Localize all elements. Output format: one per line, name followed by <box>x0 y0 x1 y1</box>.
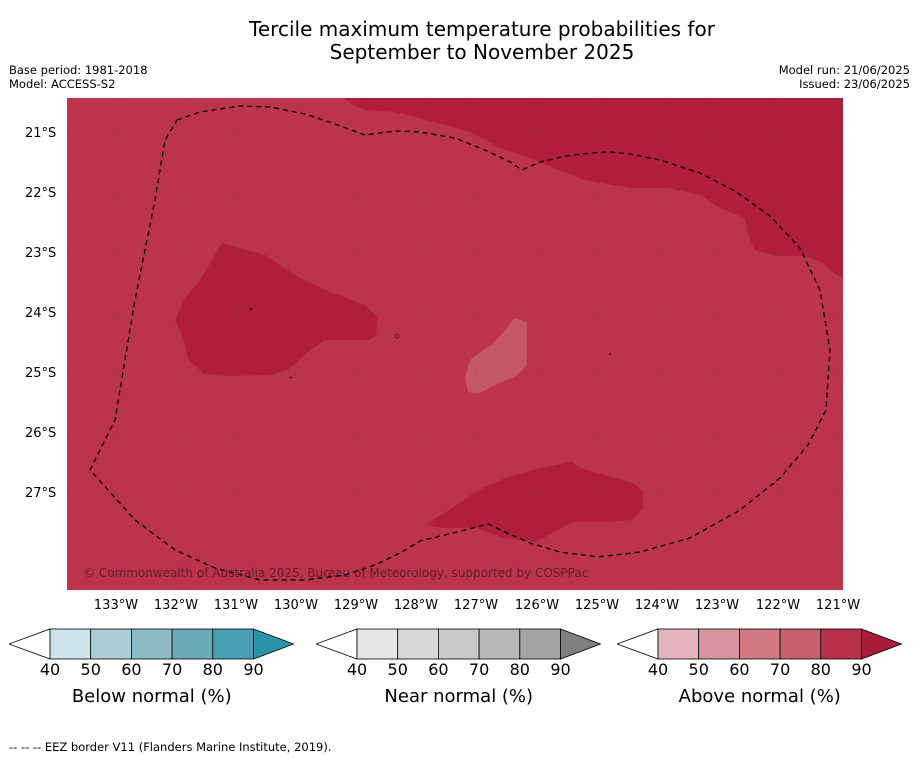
title-line-1: Tercile maximum temperature probabilitie… <box>249 17 715 41</box>
colorbar-tick-label: 90 <box>851 660 872 679</box>
longitude-label: 121°W <box>815 598 861 613</box>
colorbar-segment <box>739 628 781 660</box>
lower-probability-region <box>465 318 527 394</box>
colorbar-tick-label: 40 <box>39 660 61 679</box>
colorbar-segment <box>49 628 92 660</box>
colorbar-tick-label: 60 <box>729 660 750 679</box>
colorbar-tick-label: 40 <box>647 660 669 679</box>
colorbar-segment <box>131 628 173 660</box>
colorbar-segment <box>519 628 561 660</box>
colorbar-segment <box>779 628 822 660</box>
colorbar-extend-high <box>560 628 602 660</box>
colorbar-segment <box>657 628 700 660</box>
colorbar-tick-label: 50 <box>80 660 101 679</box>
colorbar-tick-label: 60 <box>428 660 449 679</box>
colorbar-extend-high <box>861 628 903 660</box>
small-island-markers <box>250 308 611 379</box>
colorbar-segment <box>438 628 480 660</box>
colorbar-tick-label: 80 <box>202 660 223 679</box>
longitude-label: 126°W <box>514 598 560 613</box>
colorbar-segment <box>397 628 439 660</box>
latitude-label: 24°S <box>25 306 57 321</box>
colorbar-tick-label: 80 <box>810 660 831 679</box>
colorbar-tick-label: 80 <box>509 660 530 679</box>
eez-footer: -- -- -- EEZ border V11 (Flanders Marine… <box>9 740 332 754</box>
latitude-label: 25°S <box>25 366 57 381</box>
colorbar-tick-label: 50 <box>387 660 408 679</box>
longitude-label: 132°W <box>153 598 199 613</box>
colorbar-segment <box>90 628 132 660</box>
latitude-label: 27°S <box>25 486 57 501</box>
colorbar-extend-low <box>617 628 659 660</box>
latitude-label: 23°S <box>25 246 57 261</box>
longitude-label: 124°W <box>634 598 680 613</box>
colorbar-graphic <box>617 628 903 660</box>
colorbar-graphic <box>9 628 295 660</box>
longitude-label: 122°W <box>755 598 801 613</box>
grid-lines <box>67 98 843 590</box>
colorbar-label: Above normal (%) <box>678 686 841 707</box>
colorbar-segment <box>698 628 740 660</box>
colorbar-graphic <box>316 628 602 660</box>
longitude-label: 128°W <box>393 598 439 613</box>
high-probability-region-south <box>425 462 643 542</box>
latitude-label: 22°S <box>25 186 57 201</box>
high-probability-region-north <box>345 98 843 278</box>
left-metadata: Base period: 1981-2018 Model: ACCESS-S2 <box>9 63 148 91</box>
colorbar-segment <box>171 628 214 660</box>
longitude-label: 129°W <box>333 598 379 613</box>
longitude-label: 125°W <box>574 598 620 613</box>
colorbar-tick-label: 40 <box>346 660 368 679</box>
model-run: Model run: 21/06/2025 <box>778 63 910 77</box>
longitude-label: 130°W <box>273 598 319 613</box>
title-line-2: September to November 2025 <box>329 40 635 64</box>
model-name: Model: ACCESS-S2 <box>9 77 116 91</box>
colorbar-label: Near normal (%) <box>384 686 534 707</box>
map-title: Tercile maximum temperature probabilitie… <box>0 18 919 64</box>
copyright-notice: © Commonwealth of Australia 2025, Bureau… <box>83 566 588 580</box>
issued-date: Issued: 23/06/2025 <box>799 77 910 91</box>
colorbar-tick-label: 70 <box>468 660 490 679</box>
high-probability-region-west <box>175 243 378 376</box>
colorbar-tick-label: 60 <box>121 660 142 679</box>
latitude-label: 21°S <box>25 126 57 141</box>
right-metadata: Model run: 21/06/2025 Issued: 23/06/2025 <box>779 63 910 91</box>
colorbar-label: Below normal (%) <box>71 686 232 707</box>
longitude-label: 127°W <box>453 598 499 613</box>
colorbar-extend-low <box>316 628 358 660</box>
colorbar-segment <box>820 628 862 660</box>
colorbar-tick-label: 90 <box>243 660 264 679</box>
longitude-label: 131°W <box>213 598 259 613</box>
colorbar-segment <box>356 628 399 660</box>
colorbar-tick-label: 70 <box>769 660 791 679</box>
colorbar-extend-low <box>9 628 51 660</box>
colorbar-segment <box>212 628 254 660</box>
colorbar-tick-label: 90 <box>550 660 571 679</box>
latitude-label: 26°S <box>25 426 57 441</box>
colorbar-segment <box>478 628 521 660</box>
longitude-label: 123°W <box>694 598 740 613</box>
colorbar-tick-label: 50 <box>688 660 709 679</box>
base-period: Base period: 1981-2018 <box>9 63 148 77</box>
colorbar-extend-high <box>253 628 295 660</box>
longitude-label: 133°W <box>93 598 139 613</box>
colorbar-tick-label: 70 <box>161 660 183 679</box>
